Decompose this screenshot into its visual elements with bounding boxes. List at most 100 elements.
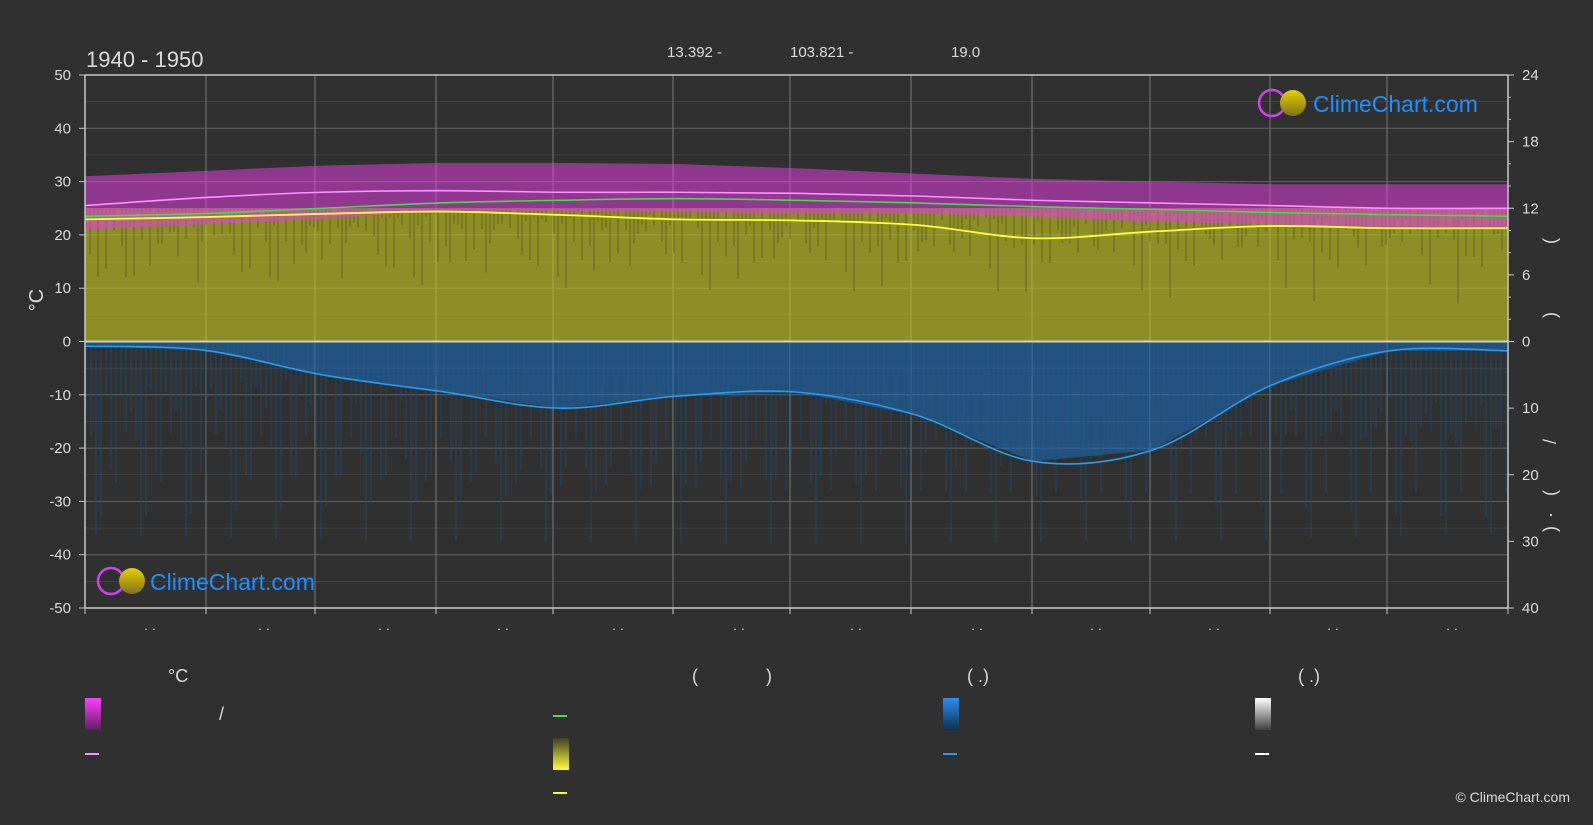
rain-texture-bar xyxy=(460,341,462,500)
elevation-label: 19.0 xyxy=(951,44,980,61)
sunshine-texture-bar xyxy=(753,208,755,264)
sunshine-texture-bar xyxy=(789,208,791,239)
rain-texture-bar xyxy=(535,341,537,395)
sunshine-texture-bar xyxy=(413,208,415,278)
rain-texture-bar xyxy=(440,341,442,438)
sunshine-texture-bar xyxy=(461,208,463,230)
rain-texture-bar xyxy=(265,341,267,409)
sunshine-texture-bar xyxy=(529,208,531,261)
legend-swatch-sunshine-line xyxy=(553,792,567,794)
rain-texture-bar xyxy=(255,341,257,387)
rain-texture-bar xyxy=(1465,341,1467,425)
legend-swatch-snow-line xyxy=(1255,753,1269,755)
rain-texture-bar xyxy=(790,341,792,459)
rain-texture-bar xyxy=(635,341,637,544)
sunshine-texture-bar xyxy=(1309,208,1311,243)
rain-texture-bar xyxy=(90,341,92,438)
rain-texture-bar xyxy=(890,341,892,440)
rain-texture-bar xyxy=(300,341,302,385)
rain-texture-bar xyxy=(220,341,222,411)
rain-texture-bar xyxy=(600,341,602,388)
sunshine-texture-bar xyxy=(673,208,675,254)
rain-texture-bar xyxy=(360,341,362,456)
rain-texture-bar xyxy=(910,341,912,472)
sunshine-texture-bar xyxy=(737,208,739,280)
rain-texture-bar xyxy=(1210,341,1212,388)
rain-texture-bar xyxy=(510,341,512,381)
rain-texture-bar xyxy=(1500,341,1502,447)
sunshine-texture-bar xyxy=(265,208,267,243)
sunshine-texture-bar xyxy=(525,208,527,222)
sunshine-texture-bar xyxy=(1049,208,1051,264)
sunshine-texture-bar xyxy=(629,208,631,266)
sunshine-texture-bar xyxy=(517,208,519,239)
left-tick-label: -20 xyxy=(49,440,71,457)
sunshine-texture-bar xyxy=(553,208,555,234)
rain-texture-bar xyxy=(1230,341,1232,431)
rain-texture-bar xyxy=(340,341,342,477)
rain-texture-bar xyxy=(1070,341,1072,439)
rain-texture-bar xyxy=(1275,341,1277,434)
rain-texture-bar xyxy=(795,341,797,386)
sunshine-texture-bar xyxy=(597,208,599,222)
sunshine-texture-bar xyxy=(305,208,307,254)
sunshine-texture-bar xyxy=(949,208,951,245)
rain-texture-bar xyxy=(150,341,152,390)
left-tick-label: 0 xyxy=(63,334,71,351)
rain-texture-bar xyxy=(1300,341,1302,394)
sunshine-texture-bar xyxy=(745,208,747,236)
rain-texture-bar xyxy=(420,341,422,374)
sunshine-texture-bar xyxy=(285,208,287,241)
rain-texture-bar xyxy=(950,341,952,544)
rain-texture-bar xyxy=(490,341,492,398)
rain-texture-bar xyxy=(775,341,777,481)
rain-texture-bar xyxy=(1375,341,1377,430)
legend-col4-head: ( .) xyxy=(1298,666,1320,686)
rain-texture-bar xyxy=(1170,341,1172,504)
rain-texture-bar xyxy=(1260,341,1262,508)
rain-texture-bar xyxy=(525,341,527,372)
left-tick-label: -40 xyxy=(49,547,71,564)
rain-texture-bar xyxy=(1315,341,1317,444)
right-top-tick-label: 24 xyxy=(1522,67,1539,84)
rain-texture-bar xyxy=(875,341,877,491)
rain-texture-bar xyxy=(1240,341,1242,437)
logo-sun-icon xyxy=(119,568,145,594)
sunshine-texture-bar xyxy=(537,208,539,266)
rain-texture-bar xyxy=(125,341,127,433)
rain-texture-bar xyxy=(1020,341,1022,398)
rain-texture-bar xyxy=(450,341,452,462)
rain-texture-bar xyxy=(705,341,707,382)
rain-texture-bar xyxy=(1140,341,1142,425)
rain-texture-bar xyxy=(595,341,597,492)
rain-texture-bar xyxy=(685,341,687,487)
left-tick-label: 30 xyxy=(54,174,71,191)
sunshine-texture-bar xyxy=(377,208,379,256)
sunshine-texture-bar xyxy=(733,208,735,247)
sunshine-texture-bar xyxy=(761,208,763,258)
rain-texture-bar xyxy=(290,341,292,477)
rain-texture-bar xyxy=(1395,341,1397,515)
sunshine-texture-bar xyxy=(645,208,647,232)
rain-texture-bar xyxy=(145,341,147,516)
rain-texture-bar xyxy=(1390,341,1392,400)
rain-texture-bar xyxy=(1095,341,1097,422)
longitude-label: 103.821 - xyxy=(790,44,853,61)
rain-texture-bar xyxy=(375,341,377,373)
rain-texture-bar xyxy=(355,341,357,404)
sunshine-texture-bar xyxy=(277,208,279,281)
sunshine-texture-bar xyxy=(857,208,859,223)
rain-texture-bar xyxy=(1100,341,1102,493)
sunshine-texture-bar xyxy=(345,208,347,243)
sunshine-texture-bar xyxy=(1421,208,1423,255)
sunshine-texture-bar xyxy=(813,208,815,228)
month-tick-label: · · xyxy=(1208,621,1220,636)
rain-texture-bar xyxy=(985,341,987,374)
left-tick-label: -50 xyxy=(49,600,71,617)
rain-texture-bar xyxy=(455,341,457,542)
rain-texture-bar xyxy=(1415,341,1417,493)
rain-texture-bar xyxy=(835,341,837,457)
left-axis-unit: °C xyxy=(26,289,48,311)
rain-texture-bar xyxy=(520,341,522,470)
sunshine-texture-bar xyxy=(593,208,595,272)
